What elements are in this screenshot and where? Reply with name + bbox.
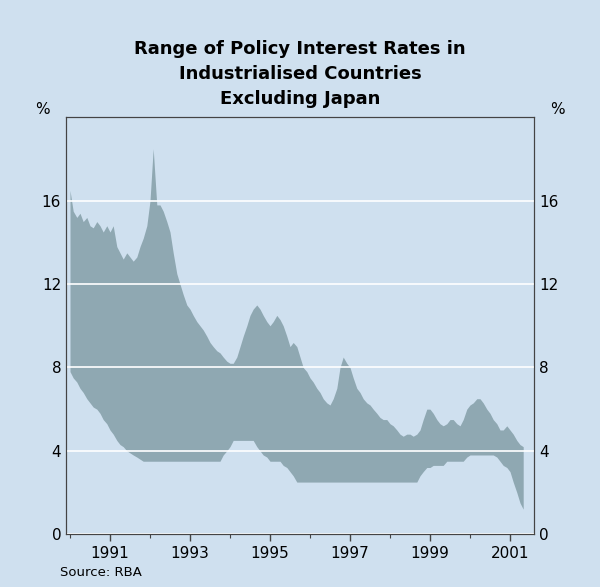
Title: Range of Policy Interest Rates in
Industrialised Countries
Excluding Japan: Range of Policy Interest Rates in Indust… bbox=[134, 39, 466, 107]
Text: %: % bbox=[550, 102, 565, 117]
Text: Source: RBA: Source: RBA bbox=[60, 566, 142, 579]
Text: %: % bbox=[35, 102, 50, 117]
